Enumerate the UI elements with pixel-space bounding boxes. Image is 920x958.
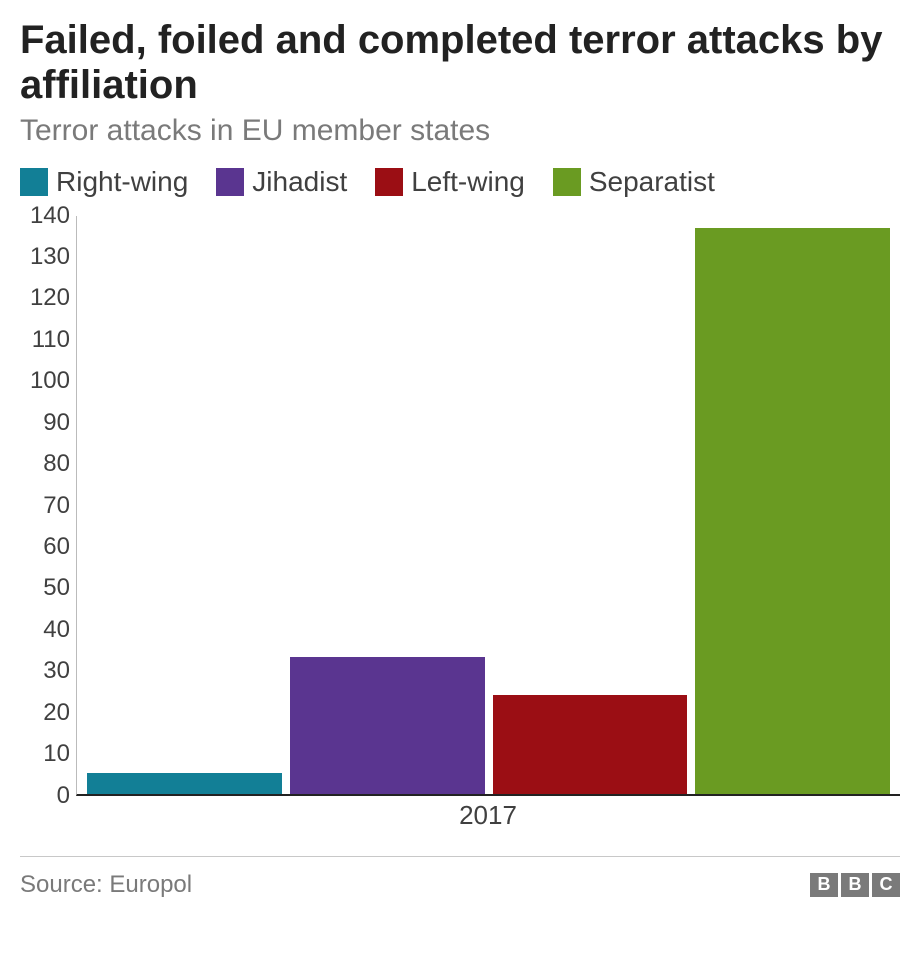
y-tick: 50: [43, 574, 70, 602]
y-tick: 10: [43, 740, 70, 768]
bar: [87, 773, 282, 794]
chart-area: 0102030405060708090100110120130140 2017: [20, 216, 900, 836]
chart-title: Failed, foiled and completed terror atta…: [20, 18, 900, 108]
bar: [290, 657, 485, 793]
y-tick: 110: [32, 326, 70, 354]
y-tick: 130: [30, 243, 70, 271]
legend-item: Left-wing: [375, 166, 525, 198]
y-axis: 0102030405060708090100110120130140: [20, 216, 76, 796]
bbc-logo: BBC: [810, 873, 900, 897]
y-tick: 70: [43, 492, 70, 520]
legend-item: Separatist: [553, 166, 715, 198]
legend-label: Left-wing: [411, 166, 525, 198]
legend-label: Jihadist: [252, 166, 347, 198]
bar: [493, 695, 688, 794]
bbc-logo-letter: B: [810, 873, 838, 897]
x-axis-label: 2017: [76, 796, 900, 836]
bars-container: [77, 216, 900, 794]
legend-swatch: [20, 168, 48, 196]
legend-item: Right-wing: [20, 166, 188, 198]
y-tick: 60: [43, 533, 70, 561]
legend-swatch: [375, 168, 403, 196]
source-text: Source: Europol: [20, 871, 192, 899]
legend-swatch: [553, 168, 581, 196]
y-tick: 120: [30, 284, 70, 312]
y-tick: 0: [57, 782, 70, 810]
chart-subtitle: Terror attacks in EU member states: [20, 114, 900, 148]
bar: [695, 228, 890, 794]
y-tick: 100: [30, 367, 70, 395]
legend-label: Right-wing: [56, 166, 188, 198]
y-tick: 90: [43, 409, 70, 437]
bbc-logo-letter: B: [841, 873, 869, 897]
y-tick: 80: [43, 450, 70, 478]
y-tick: 30: [43, 657, 70, 685]
legend: Right-wing Jihadist Left-wing Separatist: [20, 166, 900, 198]
y-tick: 40: [43, 616, 70, 644]
y-tick: 20: [43, 699, 70, 727]
bbc-logo-letter: C: [872, 873, 900, 897]
footer: Source: Europol BBC: [20, 856, 900, 899]
y-tick: 140: [30, 202, 70, 230]
plot-area: [76, 216, 900, 796]
legend-swatch: [216, 168, 244, 196]
legend-label: Separatist: [589, 166, 715, 198]
legend-item: Jihadist: [216, 166, 347, 198]
